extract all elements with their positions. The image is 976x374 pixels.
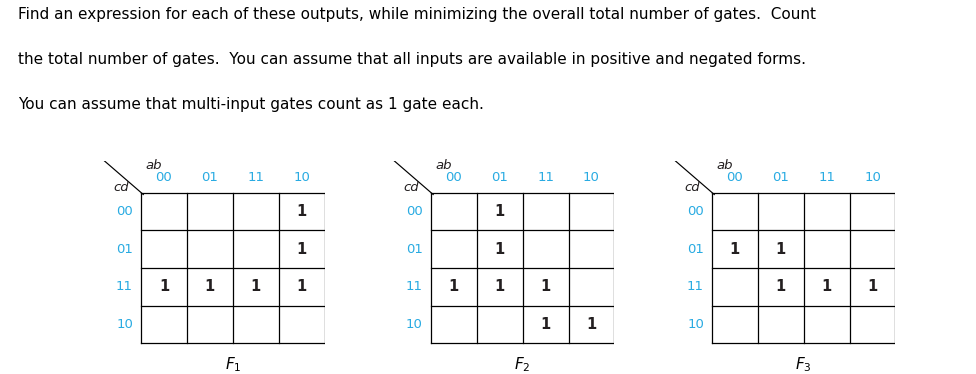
Text: 1: 1 bbox=[297, 242, 306, 257]
Text: $F_2$: $F_2$ bbox=[514, 355, 531, 374]
Text: 01: 01 bbox=[116, 242, 133, 255]
Text: 00: 00 bbox=[445, 171, 463, 184]
Text: 1: 1 bbox=[495, 204, 505, 219]
Text: 11: 11 bbox=[247, 171, 264, 184]
Text: 11: 11 bbox=[406, 280, 423, 293]
Text: 1: 1 bbox=[297, 204, 306, 219]
Text: ab: ab bbox=[145, 159, 162, 172]
Text: 1: 1 bbox=[541, 317, 550, 332]
Text: 10: 10 bbox=[687, 318, 704, 331]
Text: 1: 1 bbox=[822, 279, 832, 294]
Text: 01: 01 bbox=[772, 171, 790, 184]
Text: ab: ab bbox=[435, 159, 452, 172]
Text: 01: 01 bbox=[201, 171, 219, 184]
Text: 10: 10 bbox=[406, 318, 423, 331]
Text: cd: cd bbox=[685, 181, 701, 194]
Text: 11: 11 bbox=[687, 280, 704, 293]
Text: cd: cd bbox=[114, 181, 130, 194]
Text: 1: 1 bbox=[251, 279, 261, 294]
Text: 1: 1 bbox=[495, 279, 505, 294]
Text: 00: 00 bbox=[155, 171, 173, 184]
Text: the total number of gates.  You can assume that all inputs are available in posi: the total number of gates. You can assum… bbox=[18, 52, 805, 67]
Text: 00: 00 bbox=[687, 205, 704, 218]
Text: Find an expression for each of these outputs, while minimizing the overall total: Find an expression for each of these out… bbox=[18, 7, 816, 22]
Text: 11: 11 bbox=[537, 171, 554, 184]
Text: $F_3$: $F_3$ bbox=[795, 355, 812, 374]
Text: 1: 1 bbox=[587, 317, 596, 332]
Text: 1: 1 bbox=[159, 279, 169, 294]
Text: 00: 00 bbox=[726, 171, 744, 184]
Text: 1: 1 bbox=[868, 279, 877, 294]
Text: 01: 01 bbox=[687, 242, 704, 255]
Text: cd: cd bbox=[404, 181, 420, 194]
Text: You can assume that multi-input gates count as 1 gate each.: You can assume that multi-input gates co… bbox=[18, 97, 483, 112]
Text: 01: 01 bbox=[406, 242, 423, 255]
Text: 1: 1 bbox=[730, 242, 740, 257]
Text: 1: 1 bbox=[297, 279, 306, 294]
Text: 1: 1 bbox=[776, 242, 786, 257]
Text: 10: 10 bbox=[116, 318, 133, 331]
Text: 1: 1 bbox=[541, 279, 550, 294]
Text: 10: 10 bbox=[583, 171, 600, 184]
Text: 11: 11 bbox=[116, 280, 133, 293]
Text: 01: 01 bbox=[491, 171, 508, 184]
Text: 1: 1 bbox=[205, 279, 215, 294]
Text: 00: 00 bbox=[116, 205, 133, 218]
Text: 1: 1 bbox=[776, 279, 786, 294]
Text: 11: 11 bbox=[818, 171, 835, 184]
Text: 00: 00 bbox=[406, 205, 423, 218]
Text: ab: ab bbox=[716, 159, 733, 172]
Text: $F_1$: $F_1$ bbox=[224, 355, 241, 374]
Text: 10: 10 bbox=[864, 171, 881, 184]
Text: 1: 1 bbox=[495, 242, 505, 257]
Text: 1: 1 bbox=[449, 279, 459, 294]
Text: 10: 10 bbox=[293, 171, 310, 184]
